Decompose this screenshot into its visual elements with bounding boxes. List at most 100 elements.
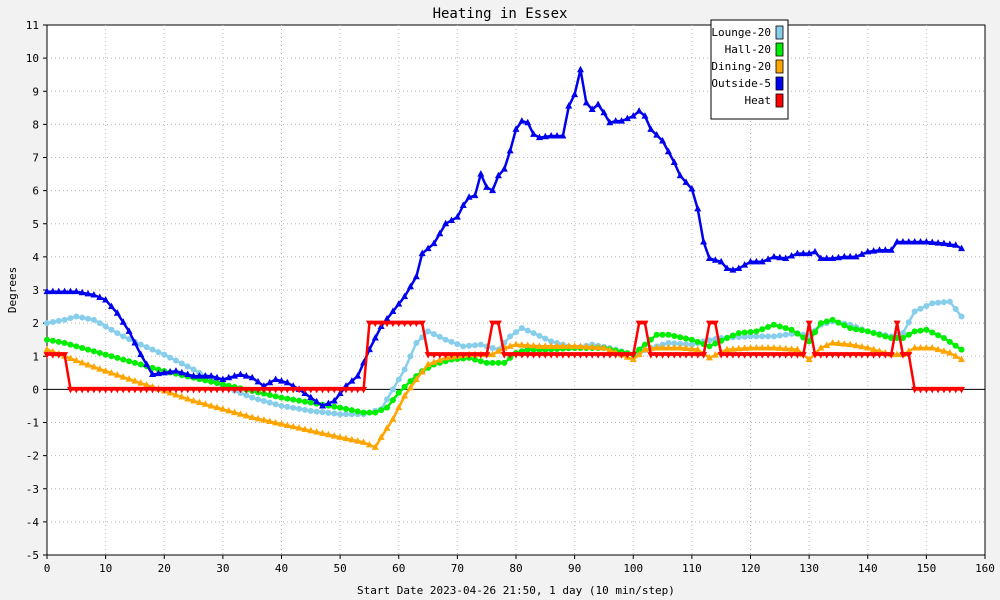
y-axis-label: Degrees [6, 267, 19, 313]
data-point [770, 252, 778, 260]
data-point [243, 392, 250, 399]
data-point [535, 342, 543, 349]
data-point [782, 331, 789, 338]
data-point [864, 328, 871, 335]
data-point [670, 343, 678, 351]
data-point [354, 437, 362, 444]
data-point [934, 345, 942, 353]
y-tick-label: -4 [26, 516, 40, 529]
y-tick-label: 2 [32, 317, 39, 330]
data-point [770, 352, 778, 359]
x-tick-label: 90 [568, 562, 581, 575]
data-point [805, 249, 813, 257]
data-point [782, 352, 790, 359]
data-point [677, 340, 684, 347]
data-point [295, 424, 303, 431]
data-point [946, 386, 954, 394]
data-point [137, 361, 144, 368]
data-point [905, 352, 913, 359]
data-point [190, 386, 198, 394]
data-point [811, 247, 819, 255]
data-point [512, 340, 520, 348]
legend-swatch [775, 76, 784, 91]
data-point [412, 320, 420, 328]
data-point [272, 386, 280, 394]
data-point [571, 342, 579, 349]
data-point [905, 237, 913, 245]
data-point [747, 343, 754, 351]
data-point [149, 364, 156, 371]
data-point [958, 386, 966, 394]
data-point [214, 380, 221, 387]
chart-title: Heating in Essex [433, 6, 568, 22]
data-point [805, 320, 813, 328]
data-point [266, 386, 274, 394]
data-point [741, 329, 748, 336]
data-point [588, 352, 596, 359]
data-point [893, 320, 901, 328]
data-point [917, 327, 924, 334]
data-point [260, 397, 267, 404]
data-point [776, 323, 783, 330]
data-point [641, 320, 649, 328]
data-point [337, 411, 344, 418]
x-tick-label: 0 [44, 562, 51, 575]
data-point [653, 331, 660, 338]
data-point [413, 340, 420, 346]
data-point [934, 386, 942, 394]
data-point [846, 352, 854, 359]
data-point [260, 386, 268, 394]
data-point [424, 244, 432, 252]
data-point [576, 65, 584, 73]
data-point [494, 347, 502, 354]
data-point [184, 386, 192, 394]
data-point [946, 348, 954, 356]
data-point [155, 349, 162, 356]
data-point [208, 378, 215, 385]
data-point [752, 343, 760, 351]
data-point [219, 405, 227, 412]
data-point [571, 352, 579, 359]
data-point [330, 396, 338, 404]
legend-box [710, 19, 789, 120]
data-point [348, 407, 355, 414]
x-tick-label: 120 [741, 562, 761, 575]
series-outside-5 [43, 65, 966, 409]
data-point [102, 295, 110, 303]
data-point [600, 108, 608, 116]
data-point [337, 404, 344, 411]
data-point [664, 352, 672, 359]
y-tick-label: -3 [26, 483, 39, 496]
data-point [494, 171, 502, 179]
data-point [406, 383, 414, 391]
data-point [553, 131, 561, 139]
y-tick-label: 1 [32, 350, 39, 363]
data-point [131, 386, 139, 394]
data-point [764, 255, 772, 262]
data-point [770, 333, 777, 340]
data-point [102, 323, 109, 330]
data-point [448, 338, 455, 345]
data-point [682, 352, 690, 359]
data-point [940, 239, 948, 247]
data-point [729, 266, 737, 273]
data-point [547, 131, 555, 139]
data-point [928, 386, 936, 394]
data-point [466, 342, 473, 349]
data-point [659, 343, 667, 351]
data-point [307, 407, 314, 414]
data-point [576, 342, 584, 350]
data-point [236, 386, 244, 394]
data-point [571, 90, 579, 98]
data-point [460, 343, 467, 350]
data-point [242, 411, 250, 419]
data-point [167, 354, 174, 361]
data-point [489, 320, 497, 328]
y-tick-label: 10 [26, 52, 39, 65]
data-point [958, 313, 965, 320]
data-point [705, 254, 713, 262]
data-point [471, 342, 478, 349]
data-point [448, 216, 456, 223]
data-point [489, 344, 496, 351]
data-point [155, 366, 162, 373]
